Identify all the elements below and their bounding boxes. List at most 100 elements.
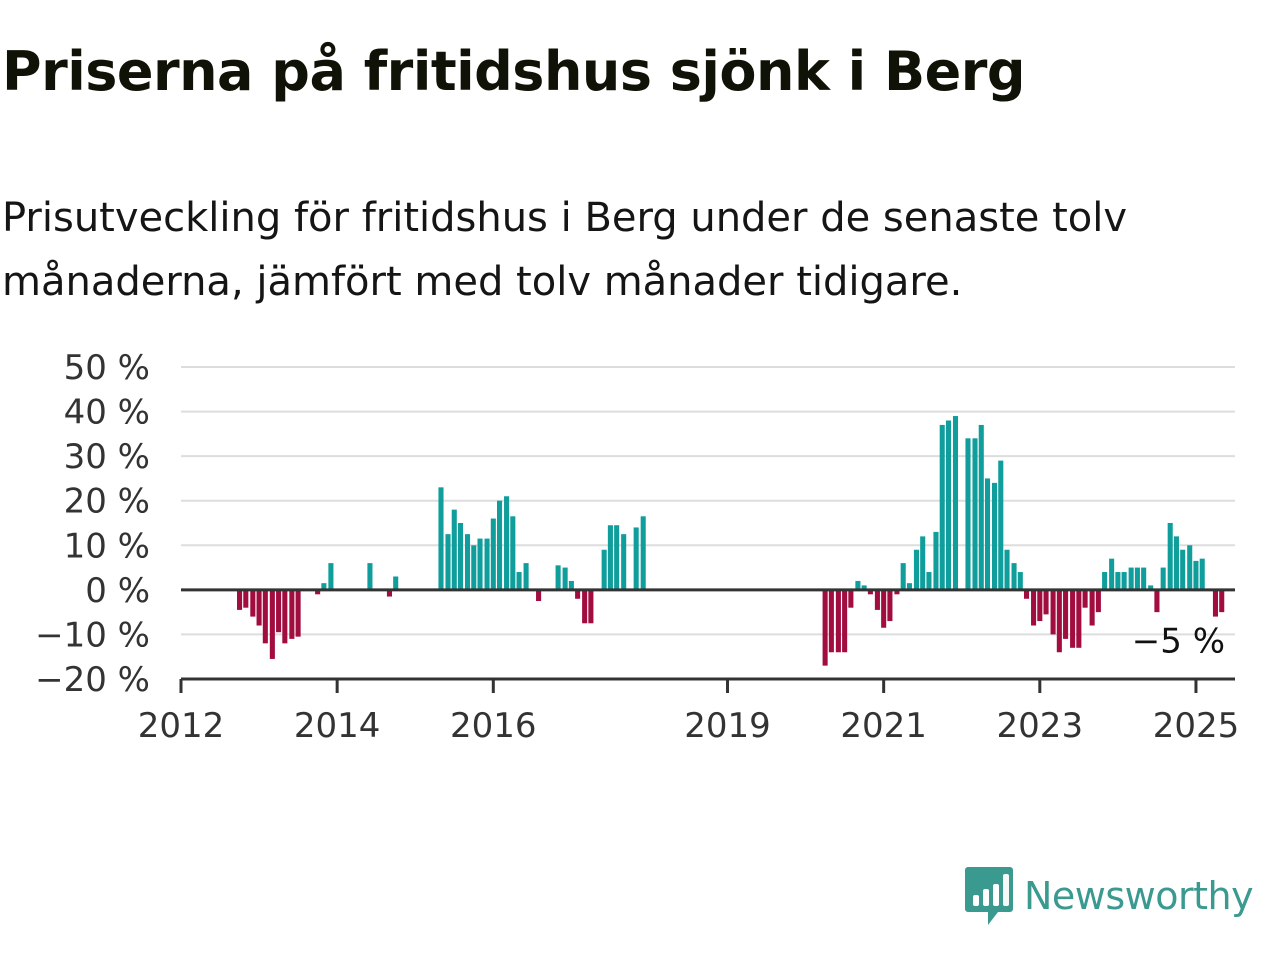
y-tick-label: −20 % <box>35 660 150 700</box>
x-tick-label: 2025 <box>1153 706 1240 746</box>
bar <box>582 589 588 624</box>
bar <box>848 589 854 608</box>
bar <box>874 589 880 610</box>
bar <box>575 589 581 599</box>
bar <box>568 580 574 590</box>
bar <box>887 589 893 622</box>
bar <box>497 500 503 590</box>
bar <box>614 525 620 590</box>
brand-name: Newsworthy <box>1024 874 1254 918</box>
bar <box>978 424 984 590</box>
bar <box>536 589 542 601</box>
bar <box>490 518 496 590</box>
y-tick-label: 50 % <box>64 348 150 388</box>
bar <box>1024 589 1030 599</box>
bar <box>1089 589 1095 626</box>
bar <box>1128 567 1134 590</box>
bar <box>262 589 268 644</box>
bars <box>237 416 1225 666</box>
bar <box>1011 563 1017 590</box>
chart-subtitle: Prisutveckling för fritidshus i Berg und… <box>2 195 1128 305</box>
bar <box>295 589 301 637</box>
bar <box>445 534 451 590</box>
bar <box>920 536 926 590</box>
bar <box>1063 589 1069 639</box>
bar <box>393 576 399 590</box>
bar <box>621 534 627 590</box>
bar <box>1056 589 1062 653</box>
bar <box>282 589 288 644</box>
y-tick-label: 0 % <box>85 571 150 611</box>
bar <box>451 509 457 590</box>
bar <box>1037 589 1043 622</box>
bar <box>386 589 392 597</box>
bar <box>504 496 510 590</box>
x-tick-label: 2012 <box>138 706 225 746</box>
bar <box>1109 558 1115 590</box>
bar <box>1102 572 1108 590</box>
bar <box>588 589 594 624</box>
bar <box>1193 560 1199 590</box>
chart-title: Priserna på fritidshus sjönk i Berg <box>2 40 1026 103</box>
bar <box>1095 589 1101 613</box>
bar <box>484 538 490 590</box>
bar <box>250 589 256 617</box>
bar <box>1076 589 1082 648</box>
bar <box>861 585 867 590</box>
bar <box>1167 523 1173 590</box>
bar <box>1148 585 1154 590</box>
bar <box>900 563 906 590</box>
bar <box>933 531 939 590</box>
bar <box>276 589 282 633</box>
y-tick-label: 10 % <box>64 526 150 566</box>
bar <box>1115 572 1121 590</box>
bar <box>477 538 483 590</box>
bar <box>867 589 873 595</box>
bar-chart: 50 % 40 %30 % 20 %10 % 0 %−10 % −20 % 2012 201… <box>35 348 1239 746</box>
bar <box>1043 589 1049 615</box>
bar <box>315 589 321 595</box>
newsworthy-logo-icon <box>965 867 1013 925</box>
bar <box>945 420 952 590</box>
bar <box>926 572 932 590</box>
bar <box>523 563 529 590</box>
bar <box>471 545 477 590</box>
bar <box>828 589 834 653</box>
brand-logo: Newsworthy <box>964 864 1254 928</box>
bar <box>1050 589 1056 635</box>
last-value-label: −5 % <box>1132 621 1225 661</box>
bar <box>510 516 516 590</box>
bar <box>1121 572 1127 590</box>
x-tick-label: 2019 <box>684 706 771 746</box>
bar <box>256 589 262 626</box>
bar <box>894 589 900 595</box>
x-tick-label: 2023 <box>997 706 1084 746</box>
bar <box>822 589 828 666</box>
y-tick-label: −10 % <box>35 615 150 655</box>
bar <box>289 589 295 639</box>
bar <box>633 527 639 590</box>
bar <box>457 523 464 590</box>
bar <box>1017 572 1023 590</box>
bar <box>842 589 848 653</box>
y-tick-label: 20 % <box>64 482 150 522</box>
bar <box>965 438 971 590</box>
bar <box>516 572 522 590</box>
bar <box>1173 536 1179 590</box>
bar <box>269 589 275 659</box>
axes: 50 % 40 %30 % 20 %10 % 0 %−10 % −20 % 2012 201… <box>35 348 1239 746</box>
bar <box>607 525 613 590</box>
bar <box>438 487 444 590</box>
bar <box>972 438 978 590</box>
bar <box>321 583 327 590</box>
bar <box>555 565 561 590</box>
bar <box>464 534 471 590</box>
bar <box>1134 567 1140 590</box>
x-tick-label: 2021 <box>840 706 927 746</box>
bar <box>881 589 887 628</box>
y-tick-label: 40 % <box>64 393 150 433</box>
bar <box>1141 567 1147 590</box>
bar <box>1160 567 1166 590</box>
bar <box>906 583 912 590</box>
bar <box>1219 589 1225 613</box>
